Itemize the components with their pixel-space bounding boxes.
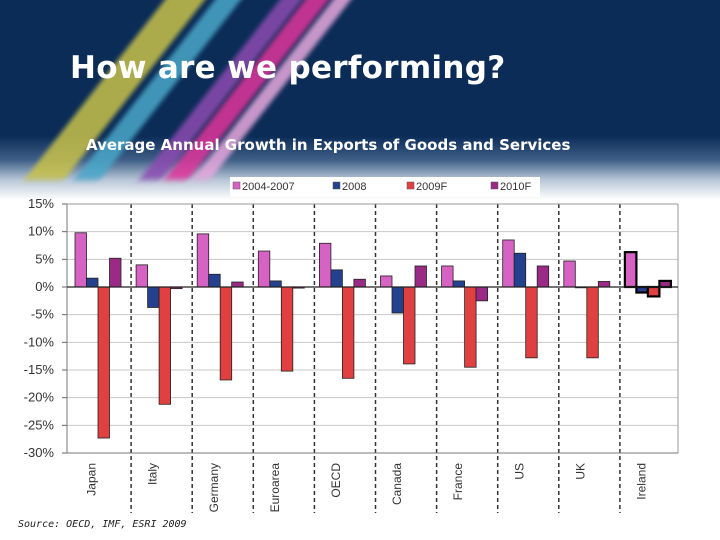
y-tick-label: -25%: [24, 417, 55, 432]
legend-label: 2010F: [500, 181, 531, 193]
y-tick-label: -10%: [24, 334, 55, 349]
bar-canada-2004-2007: [380, 275, 393, 288]
bar-france-2009f: [464, 286, 477, 368]
y-tick-label: 5%: [35, 251, 54, 266]
legend-swatch: [406, 181, 415, 190]
legend-label: 2004-2007: [242, 181, 295, 193]
bar-uk-2009f: [586, 286, 599, 359]
bar-oecd-2009f: [341, 286, 355, 379]
bar-italy-2004-2007: [135, 264, 149, 288]
gridlines: [67, 203, 678, 454]
bar-uk-2004-2007: [563, 260, 576, 288]
x-tick-label: France: [451, 463, 465, 501]
source-note: Source: OECD, IMF, ESRI 2009: [18, 519, 187, 530]
bar-oecd-2010f: [353, 278, 366, 288]
bar-germany-2010f: [231, 281, 244, 288]
bar-euroarea-2009f: [280, 286, 294, 372]
y-tick-label: 15%: [28, 196, 54, 211]
x-tick-label: Canada: [390, 463, 404, 505]
bar-ireland-2010f: [658, 279, 673, 289]
bar-oecd-2004-2007: [318, 242, 332, 288]
bar-ireland-2009f: [646, 285, 661, 298]
y-tick-label: -20%: [24, 390, 55, 405]
category-separators: [130, 204, 621, 513]
legend-swatch: [490, 181, 499, 190]
bar-us-2010f: [536, 265, 550, 288]
legend-label: 2008: [342, 181, 366, 193]
bar-euroarea-2004-2007: [257, 250, 271, 288]
y-axis: 15% 10% 5% 0% -5% -10% -15% -20% -25% -30%: [24, 196, 679, 460]
x-tick-label: Germany: [207, 463, 221, 512]
bar-canada-2008: [391, 286, 404, 314]
bar-france-2010f: [475, 286, 489, 302]
bar-japan-2010f: [109, 257, 122, 288]
x-tick-label: US: [512, 463, 526, 480]
bar-italy-2008: [147, 286, 160, 308]
bar-italy-2009f: [158, 286, 172, 405]
bar-japan-2009f: [97, 286, 110, 439]
slide-header: How are we performing? Average Annual Gr…: [0, 0, 720, 200]
bars: [74, 232, 673, 439]
bar-japan-2004-2007: [74, 232, 87, 288]
bar-germany-2009f: [219, 286, 233, 381]
bar-canada-2009f: [403, 286, 416, 365]
bar-ireland-2008: [635, 285, 650, 294]
legend-label: 2009F: [416, 181, 447, 193]
legend-swatch: [332, 181, 341, 190]
bar-france-2008: [452, 280, 466, 288]
x-tick-label: Euroarea: [268, 463, 282, 513]
bar-germany-2008: [208, 273, 221, 288]
y-tick-label: -15%: [24, 362, 55, 377]
bar-oecd-2008: [330, 269, 343, 288]
bar-chart: 2004-2007 2008 2009F 2010F 15% 10% 5% 0% -5% -10…: [24, 177, 679, 513]
chart-subtitle: Average Annual Growth in Exports of Good…: [86, 136, 571, 154]
x-tick-label: OECD: [329, 463, 343, 498]
bar-ireland-2004-2007: [623, 251, 638, 289]
legend-swatch: [232, 181, 241, 190]
bar-germany-2004-2007: [196, 233, 210, 288]
y-tick-label: 10%: [28, 224, 54, 239]
chart-legend: 2004-2007 2008 2009F 2010F: [230, 177, 540, 197]
bar-france-2004-2007: [441, 265, 454, 288]
x-tick-label: Ireland: [634, 463, 648, 500]
bar-uk-2010f: [597, 281, 611, 288]
bar-us-2009f: [525, 286, 538, 359]
x-axis: Japan Italy Germany Euroarea OECD Canada Franc…: [67, 286, 678, 513]
x-tick-label: Italy: [146, 463, 160, 485]
page-title: How are we performing?: [70, 50, 506, 86]
legend-background: [230, 177, 540, 197]
bar-us-2004-2007: [502, 239, 515, 288]
x-tick-label: UK: [573, 463, 587, 480]
bar-canada-2010f: [414, 265, 427, 288]
y-tick-label: -5%: [31, 307, 55, 322]
bar-us-2008: [513, 252, 527, 288]
bar-euroarea-2008: [269, 280, 282, 288]
y-tick-label: 0%: [35, 279, 54, 294]
bar-japan-2008: [86, 277, 99, 288]
x-tick-label: Japan: [85, 463, 99, 496]
y-tick-label: -30%: [24, 445, 55, 460]
